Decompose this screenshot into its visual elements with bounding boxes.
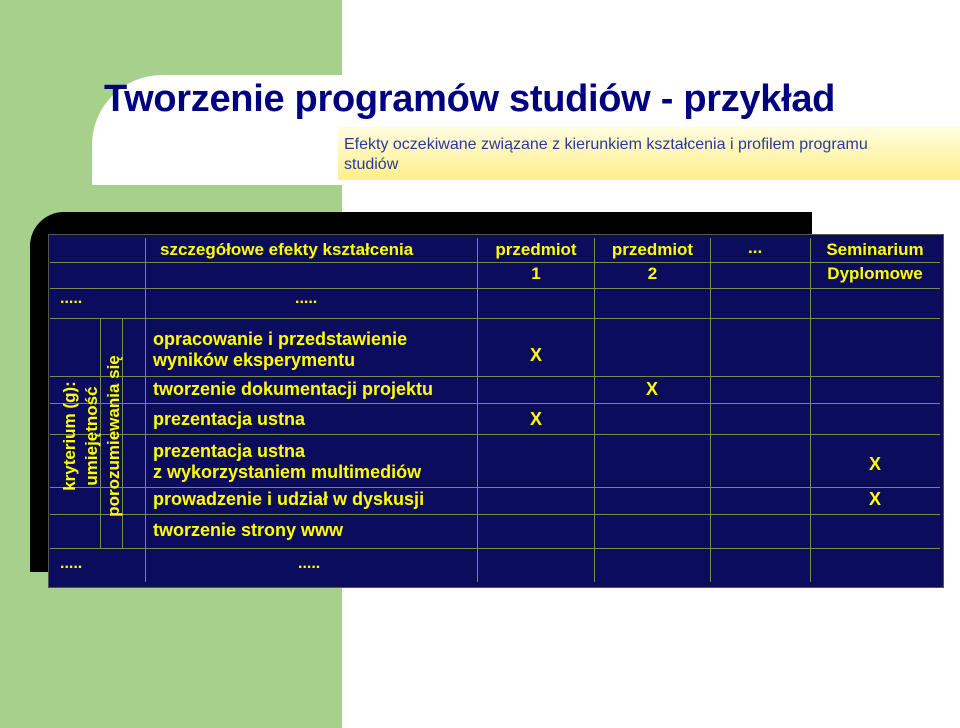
effect-row-4: prezentacja ustna z wykorzystaniem multi… — [153, 441, 421, 483]
effect-row-3: prezentacja ustna — [153, 409, 306, 429]
criterion-label-area: kryterium (g): umiejętność porozumiewani… — [52, 338, 132, 534]
grid-line — [100, 318, 101, 548]
header-seminarium: Seminarium — [826, 240, 924, 259]
grid-line — [50, 262, 940, 263]
subtitle: Efekty oczekiwane związane z kierunkiem … — [344, 136, 868, 173]
grid-line — [810, 238, 811, 582]
grid-line — [50, 548, 940, 549]
effect-row-1: opracowanie i przedstawienie wyników eks… — [153, 329, 407, 371]
header-seminarium-dyplomowe: Seminarium Dyplomowe — [811, 238, 939, 286]
effect-row-5: prowadzenie i udział w dyskusji — [153, 489, 425, 509]
effect-row-1-line-2: wyników eksperymentu — [153, 350, 356, 370]
effects-table — [48, 234, 944, 588]
grid-line — [710, 238, 711, 582]
header-przedmiot-1-name: przedmiot — [495, 240, 577, 259]
effect-row-2: tworzenie dokumentacji projektu — [153, 379, 434, 399]
page-title: Tworzenie programów studiów - przykład — [104, 78, 836, 120]
grid-line — [50, 376, 940, 377]
criterion-line-3: porozumiewania się — [104, 355, 123, 517]
grid-line — [50, 514, 940, 515]
effect-row-4-line-1: prezentacja ustna — [153, 441, 306, 461]
grid-line — [50, 288, 940, 289]
header-przedmiot-2: przedmiot 2 — [595, 238, 710, 286]
header-przedmiot-1: przedmiot 1 — [478, 238, 594, 286]
grid-line — [594, 238, 595, 582]
top-dots-left: ..... — [60, 290, 83, 307]
effect-row-4-line-2: z wykorzystaniem multimediów — [153, 462, 422, 482]
grid-line — [145, 238, 146, 582]
header-ellipsis: ... — [748, 238, 763, 257]
effect-row-6: tworzenie strony www — [153, 520, 344, 540]
grid-line — [50, 403, 940, 404]
mark-row-5-seminarium: X — [868, 489, 881, 509]
mark-row-3-przedmiot-1: X — [529, 409, 542, 429]
grid-line — [50, 318, 940, 319]
mark-row-1-przedmiot-1: X — [529, 345, 542, 365]
effect-row-1-line-1: opracowanie i przedstawienie — [153, 329, 408, 349]
bottom-dots-left: ..... — [60, 555, 83, 572]
criterion-line-2: umiejętność — [82, 386, 101, 486]
mark-row-4-seminarium: X — [868, 454, 881, 474]
subtitle-background — [338, 127, 960, 180]
grid-line — [50, 487, 940, 488]
header-dyplomowe: Dyplomowe — [827, 264, 923, 283]
top-dots-mid: ..... — [295, 290, 318, 307]
grid-line — [477, 238, 478, 582]
criterion-line-1: kryterium (g): — [60, 381, 79, 491]
header-przedmiot-1-number: 1 — [531, 264, 541, 283]
bottom-dots-mid: ..... — [298, 555, 321, 572]
grid-line — [122, 318, 123, 548]
header-detailed-effects: szczegółowe efekty kształcenia — [160, 240, 414, 259]
mark-row-2-przedmiot-2: X — [645, 379, 658, 399]
grid-line — [50, 434, 940, 435]
criterion-label: kryterium (g): umiejętność porozumiewani… — [59, 336, 125, 536]
header-przedmiot-2-number: 2 — [647, 264, 658, 283]
header-przedmiot-2-name: przedmiot — [611, 240, 694, 259]
